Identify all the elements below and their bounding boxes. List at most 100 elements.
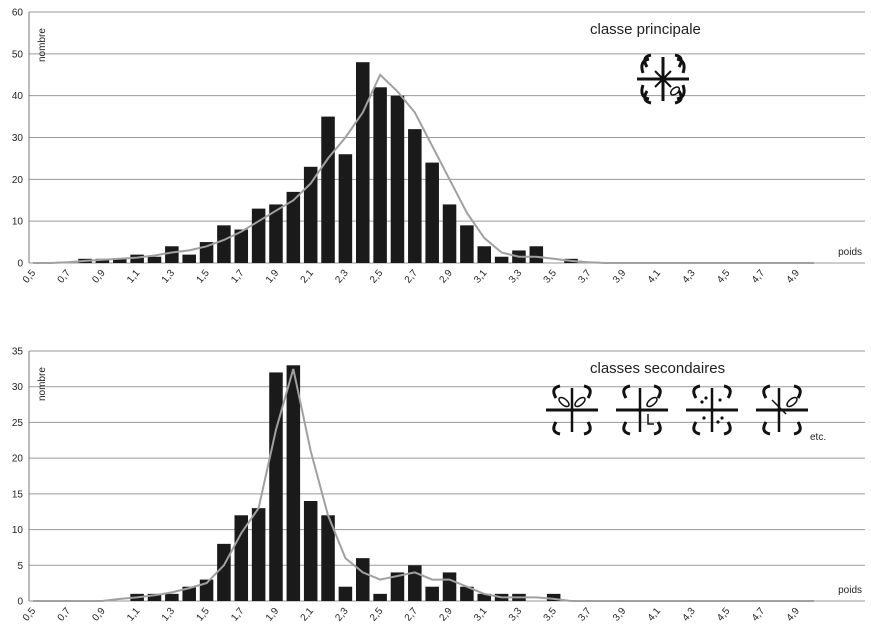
y-tick-label: 0 [17,597,23,608]
x-tick-label: 4,5 [715,268,733,286]
y-tick-label: 40 [12,91,24,102]
histogram-bar [147,593,162,601]
x-tick-label: 3,5 [542,268,560,286]
x-tick-label: 1,5 [194,606,212,624]
x-tick-label: 1,3 [160,606,178,624]
chart-classes-secondaires: 0 5 10 15 20 25 30 35 nombre poids 0,5 0,7 0,9 1,1 1,3… [12,347,865,624]
histogram-bar [355,62,370,264]
y-tick-label: 20 [12,454,24,465]
histogram-bar [460,586,474,601]
y-tick-label: 0 [17,259,23,270]
histogram-bar [442,204,457,263]
histogram-bar [95,258,110,263]
x-tick-label: 4,1 [646,268,664,286]
histogram-bar [373,593,387,601]
histogram-bar [425,586,439,601]
x-tick-label: 2,3 [333,606,351,624]
histogram-bar [269,204,283,263]
cross-symbol-variant-2-icon [616,384,668,436]
x-tick-label: 2,7 [403,268,421,286]
x-tick-label: 1,1 [125,606,143,624]
histogram-bar [390,95,405,264]
x-tick-label: 0,9 [90,268,108,286]
x-tick-label: 1,9 [264,268,282,286]
chart-classe-principale: 0 10 20 30 40 50 60 nombre poids 0,5 0,7 0,9 1,1 1,3 1… [12,8,865,286]
histogram-bar [338,586,353,601]
y-tick-label: 60 [12,8,24,19]
y-tick-label: 20 [12,175,24,186]
y-tick-label: 35 [12,347,24,358]
histogram-bar [234,515,249,601]
histogram-bar [373,87,387,263]
x-tick-label: 2,9 [437,268,455,286]
histogram-bar [546,593,561,601]
x-tick-label: 1,1 [125,268,143,286]
histogram-bar [355,558,370,601]
chart-title: classes secondaires [590,360,725,377]
x-tick-label: 4,7 [750,268,768,286]
y-axis-label: nombre [37,367,48,401]
histogram-bar [390,572,405,601]
histogram-bar [286,191,301,263]
x-tick-label: 1,5 [194,268,212,286]
x-tick-label: 0,5 [21,268,39,286]
x-tick-label: 2,5 [368,606,386,624]
histogram-bar [165,593,179,601]
x-tick-label: 4,9 [785,268,803,286]
cross-symbol-variant-1-icon [546,384,598,436]
x-tick-label: 1,7 [229,268,247,286]
x-tick-label: 0,5 [21,606,39,624]
x-tick-label: 1,7 [229,606,247,624]
histogram-bar [442,572,457,601]
chart-title: classe principale [590,21,701,38]
histogram-bar [251,508,266,601]
cross-symbol-variant-4-icon [756,384,808,436]
histogram-bar [251,208,266,263]
x-tick-label: 0,9 [90,606,108,624]
histogram-bar [477,593,492,601]
x-axis-label: poids [838,585,862,596]
x-tick-label: 0,7 [56,606,74,624]
histogram-bar [460,225,474,263]
histogram-bar [182,254,196,263]
x-tick-label: 0,7 [56,268,74,286]
x-tick-label: 2,1 [299,268,317,286]
histogram-bar [217,225,231,263]
histogram-bar [130,254,144,263]
x-tick-label: 3,1 [472,606,490,624]
histogram-bar [338,154,353,263]
histogram-bar [165,246,179,263]
histogram-bar [286,365,301,601]
trend-line [33,73,814,264]
x-tick-label: 1,9 [264,606,282,624]
cross-symbol-variant-3-icon [686,384,738,436]
x-tick-label: 4,3 [680,606,698,624]
x-tick-label: 4,5 [715,606,733,624]
x-tick-label: 3,3 [507,268,525,286]
cross-symbol-icon [637,53,689,105]
x-tick-label: 4,1 [646,606,664,624]
histogram-bar [408,565,422,601]
x-tick-label: 3,5 [542,606,560,624]
x-tick-label: 1,3 [160,268,178,286]
y-tick-label: 25 [12,418,24,429]
x-tick-label: 4,9 [785,606,803,624]
x-tick-label: 4,7 [750,606,768,624]
histogram-bar [321,515,335,601]
histogram-bar [182,586,196,601]
histogram-bar [303,166,318,263]
y-tick-label: 30 [12,133,24,144]
y-tick-label: 10 [12,525,24,536]
x-tick-label: 2,9 [437,606,455,624]
histogram-bar [477,246,492,263]
y-tick-label: 50 [12,49,24,60]
histogram-bar [269,372,283,601]
x-tick-label: 3,9 [611,268,629,286]
x-tick-label: 2,1 [299,606,317,624]
x-tick-label: 4,3 [680,268,698,286]
histogram-bar [529,246,544,263]
y-tick-label: 30 [12,382,24,393]
x-tick-label: 3,7 [576,606,594,624]
histogram-bar [234,229,249,263]
histogram-bar [494,256,509,263]
